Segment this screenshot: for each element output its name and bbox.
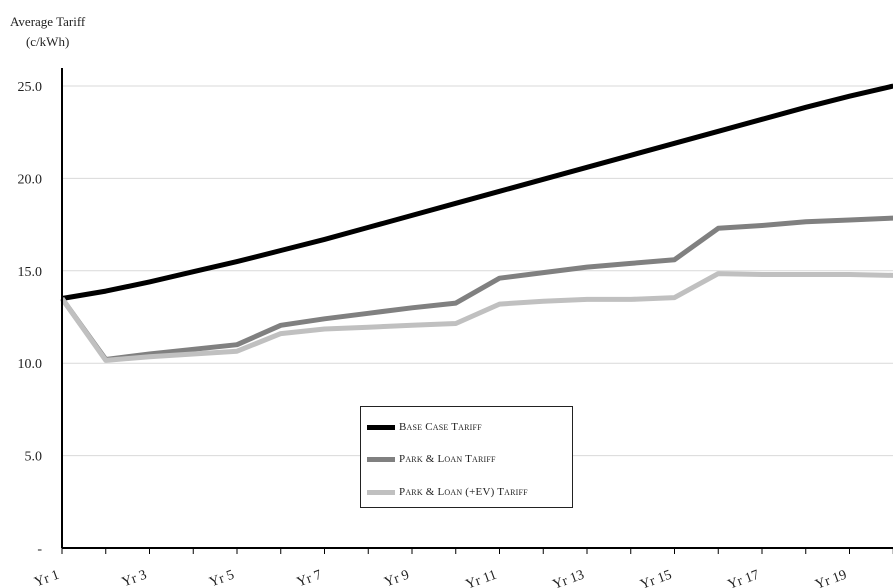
x-tick-label-8: Yr 17 xyxy=(726,568,761,588)
legend-item-park-loan-ev: Park & Loan (+EV) Tariff xyxy=(367,484,528,500)
x-tick-label-7: Yr 15 xyxy=(638,568,673,588)
x-tick-label-1: Yr 3 xyxy=(120,568,149,588)
x-tick-labels: Yr 1 Yr 3 Yr 5 Yr 7 Yr 9 Yr 11 Yr 13 Yr 15 Yr 17… xyxy=(32,568,848,588)
y-tick-label-1: 5.0 xyxy=(25,450,43,465)
legend: Base Case Tariff Park & Loan Tariff Park… xyxy=(360,406,573,508)
y-tick-label-5: 25.0 xyxy=(18,80,43,95)
x-tick-label-9: Yr 19 xyxy=(813,568,848,588)
x-tick-label-5: Yr 11 xyxy=(464,568,499,588)
x-tick-label-0: Yr 1 xyxy=(32,568,61,588)
legend-item-park-loan: Park & Loan Tariff xyxy=(367,451,496,467)
legend-item-base-case: Base Case Tariff xyxy=(367,419,482,435)
y-tick-label-4: 20.0 xyxy=(18,172,43,187)
legend-swatch-park-loan-ev xyxy=(367,489,395,495)
y-tick-label-2: 10.0 xyxy=(18,357,43,372)
x-tick-label-2: Yr 5 xyxy=(207,568,236,588)
y-axis-title-line1: Average Tariff xyxy=(10,14,86,29)
series-line-1 xyxy=(59,215,893,362)
y-axis-title-line2: (c/kWh) xyxy=(25,34,70,49)
legend-swatch-park-loan xyxy=(367,456,395,462)
x-tick-label-6: Yr 13 xyxy=(551,568,586,588)
series-line-0 xyxy=(61,83,893,301)
x-tick-label-3: Yr 7 xyxy=(295,568,324,588)
y-tick-labels: - 5.0 10.0 15.0 20.0 25.0 xyxy=(18,80,43,557)
legend-swatch-base-case xyxy=(367,424,395,430)
series-lines xyxy=(59,83,893,363)
axes xyxy=(61,68,893,554)
y-tick-label-3: 15.0 xyxy=(18,265,43,280)
y-tick-label-0: - xyxy=(37,542,42,557)
legend-label-park-loan: Park & Loan Tariff xyxy=(399,453,496,465)
legend-label-base-case: Base Case Tariff xyxy=(399,421,482,433)
legend-label-park-loan-ev: Park & Loan (+EV) Tariff xyxy=(399,486,528,498)
x-tick-label-4: Yr 9 xyxy=(382,568,411,588)
series-line-2 xyxy=(59,271,893,363)
y-axis-title: Average Tariff (c/kWh) xyxy=(10,12,85,52)
